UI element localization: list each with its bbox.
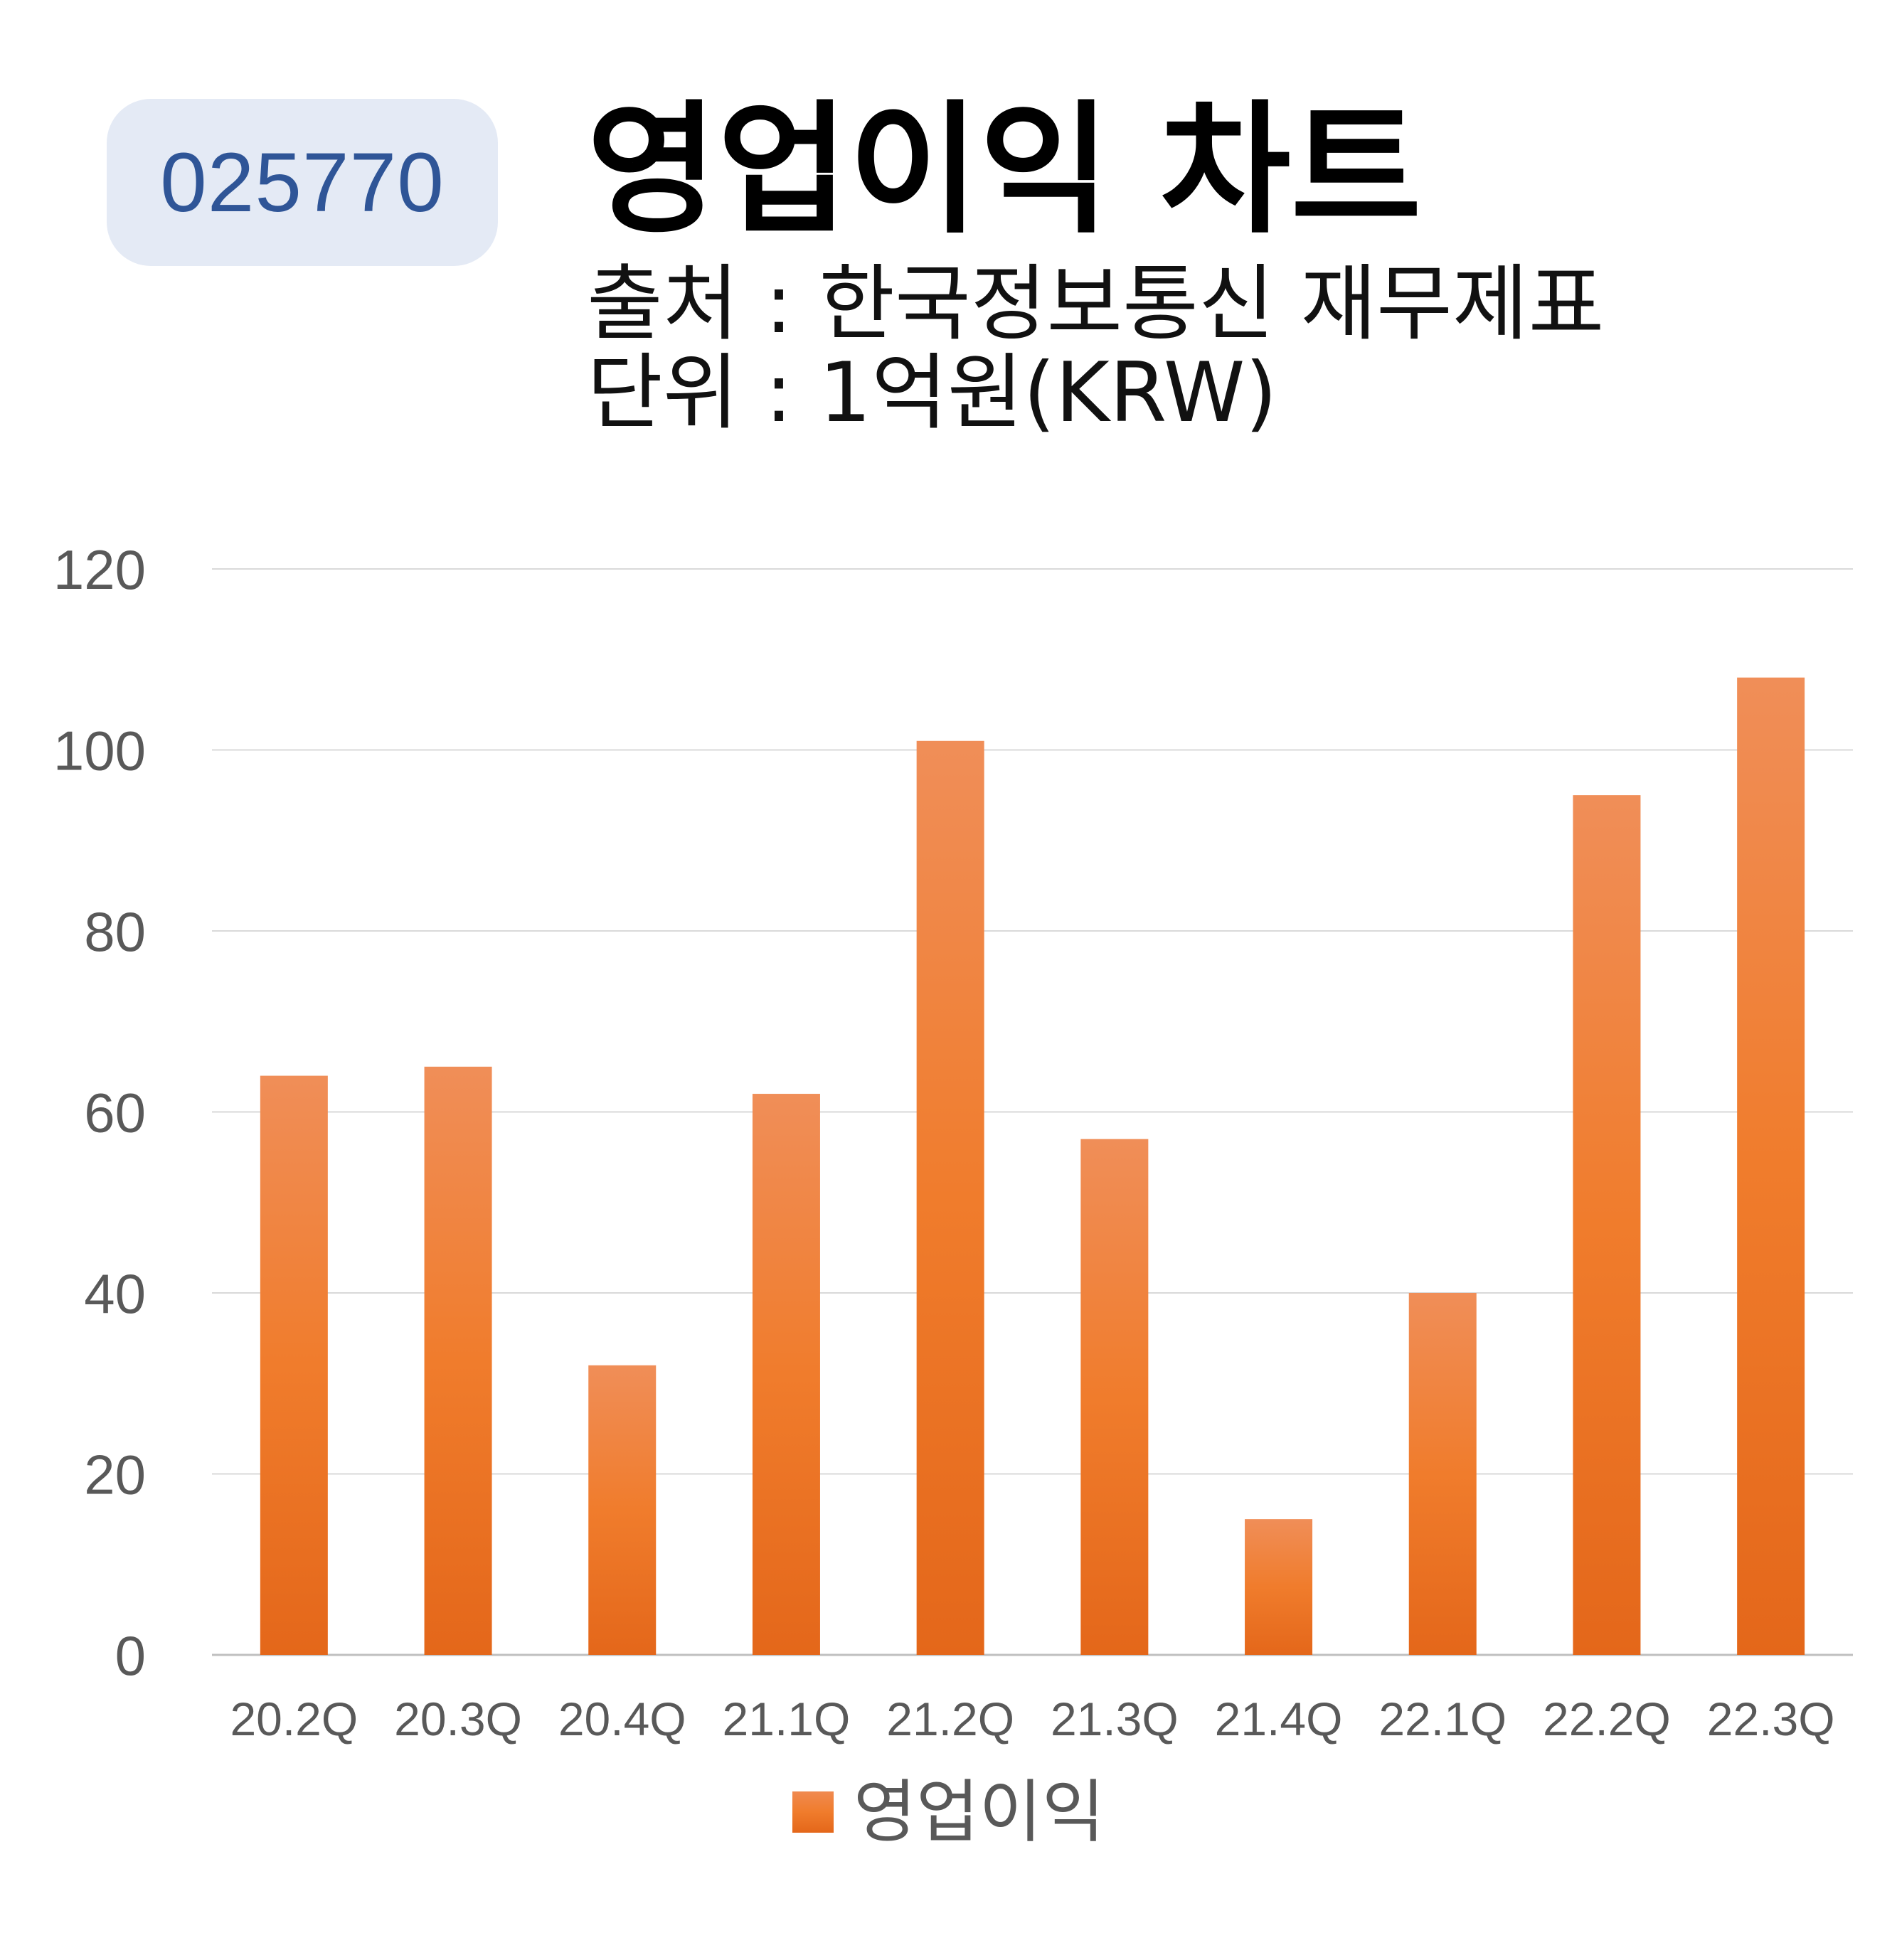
legend-swatch — [792, 1791, 834, 1833]
bar-22.2Q — [1573, 795, 1641, 1655]
bar-21.2Q — [916, 740, 984, 1655]
chart-title: 영업이익 차트 — [587, 87, 1422, 253]
bar-21.3Q — [1080, 1139, 1149, 1655]
y-tick-label: 60 — [84, 1082, 146, 1144]
x-tick-label: 21.2Q — [886, 1693, 1014, 1745]
x-tick-label: 20.2Q — [230, 1693, 358, 1745]
x-tick-label: 22.1Q — [1378, 1693, 1507, 1745]
x-tick-label: 20.4Q — [558, 1693, 686, 1745]
bar-22.1Q — [1408, 1293, 1477, 1655]
source-line: 출처 : 한국정보통신 재무제표 — [587, 256, 1605, 352]
y-tick-label: 0 — [115, 1624, 146, 1687]
bars — [260, 677, 1805, 1656]
bar-21.4Q — [1245, 1519, 1313, 1655]
y-tick-label: 40 — [84, 1262, 146, 1325]
bar-20.3Q — [424, 1066, 492, 1655]
ticker-code: 025770 — [160, 135, 445, 230]
x-tick-label: 22.2Q — [1543, 1693, 1671, 1745]
y-axis-ticks: 0 20 40 60 80 100 120 — [53, 538, 146, 1687]
x-tick-label: 21.3Q — [1051, 1693, 1179, 1745]
y-tick-label: 20 — [84, 1444, 146, 1506]
unit-line: 단위 : 1억원(KRW) — [587, 345, 1277, 441]
bar-20.4Q — [588, 1365, 657, 1655]
legend-label: 영업이익 — [853, 1772, 1105, 1852]
bar-21.1Q — [752, 1094, 820, 1655]
y-tick-label: 120 — [53, 538, 146, 601]
x-tick-label: 22.3Q — [1707, 1693, 1835, 1745]
x-tick-label: 21.1Q — [723, 1693, 851, 1745]
bar-22.3Q — [1737, 677, 1805, 1656]
legend: 영업이익 — [0, 1778, 1897, 1846]
bar-20.2Q — [260, 1075, 328, 1655]
y-tick-label: 100 — [53, 720, 146, 782]
x-axis-labels: 20.2Q 20.3Q 20.4Q 21.1Q 21.2Q 21.3Q 21.4Q 22.1Q… — [230, 1693, 1834, 1745]
y-tick-label: 80 — [84, 900, 146, 963]
x-tick-label: 20.3Q — [394, 1693, 522, 1745]
ticker-badge: 025770 — [107, 99, 498, 266]
x-tick-label: 21.4Q — [1215, 1693, 1343, 1745]
